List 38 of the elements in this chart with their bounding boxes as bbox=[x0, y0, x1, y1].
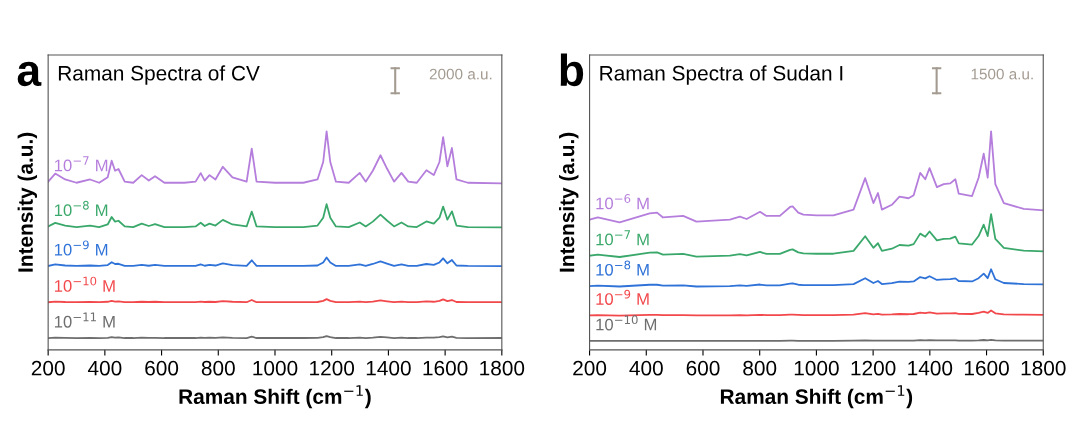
x-tick-label: 600 bbox=[145, 360, 179, 376]
series-label: 10$^{−11}$ M bbox=[54, 312, 115, 328]
x-tick-label: 1600 bbox=[423, 360, 468, 376]
chart-title: Raman Spectra of CV bbox=[58, 65, 260, 85]
x-tick-label: 200 bbox=[31, 360, 65, 376]
series-label: 10$^{−9}$ M bbox=[596, 289, 649, 305]
y-axis-title: Intensity (a.u.) bbox=[559, 132, 579, 272]
x-tick-label: 600 bbox=[686, 360, 720, 376]
series-label: 10$^{−8}$ M bbox=[54, 200, 108, 217]
text: a bbox=[17, 61, 42, 87]
x-tick-label: 1600 bbox=[964, 360, 1009, 376]
text: 1500 a.u. bbox=[971, 68, 1033, 80]
x-tick-label: 1000 bbox=[794, 360, 839, 376]
x-tick-label: 200 bbox=[573, 360, 607, 376]
x-tick-label: 800 bbox=[743, 360, 777, 376]
series-label: 10$^{−7}$ M bbox=[54, 156, 108, 172]
x-tick-label: 400 bbox=[87, 360, 122, 376]
x-tick-label: 1200 bbox=[851, 360, 896, 376]
series-label: 10$^{−10}$ M bbox=[596, 315, 657, 331]
series-label: 10$^{−9}$ M bbox=[54, 240, 108, 256]
x-tick-label: 1800 bbox=[480, 360, 525, 376]
series-label: 10$^{−7}$ M bbox=[596, 230, 649, 246]
x-tick-label: 1400 bbox=[908, 360, 953, 376]
text: 2000 a.u. bbox=[429, 68, 492, 80]
chart-title: Raman Spectra of Sudan I bbox=[600, 65, 843, 85]
text: b bbox=[560, 53, 584, 87]
x-tick-label: 400 bbox=[629, 360, 663, 376]
x-tick-label: 1000 bbox=[253, 360, 298, 376]
x-tick-label: 1800 bbox=[1021, 360, 1066, 376]
x-tick-label: 1400 bbox=[366, 360, 411, 376]
x-tick-label: 800 bbox=[201, 360, 235, 376]
x-tick-label: 1200 bbox=[310, 360, 355, 376]
x-axis-title: Raman Shift (cm$^{−1}$) bbox=[179, 385, 371, 409]
series-label: 10$^{−10}$ M bbox=[54, 276, 115, 292]
series-label: 10$^{−6}$ M bbox=[596, 194, 649, 210]
series-label: 10$^{−8}$ M bbox=[596, 260, 649, 276]
y-axis-title: Intensity (a.u.) bbox=[17, 132, 38, 272]
x-axis-title: Raman Shift (cm$^{−1}$) bbox=[720, 385, 913, 409]
